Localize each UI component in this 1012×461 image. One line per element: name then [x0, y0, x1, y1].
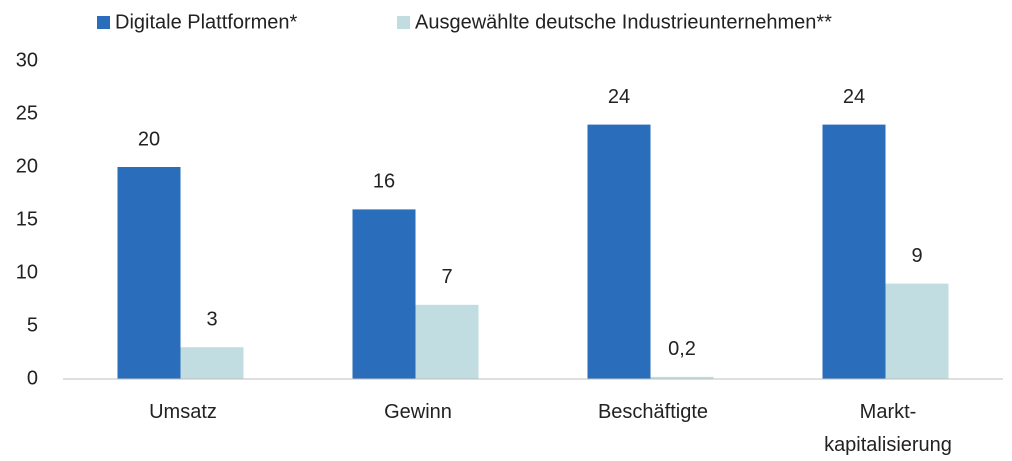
x-tick-label: Beschäftigte: [597, 401, 709, 423]
y-tick-label: 0: [27, 367, 38, 389]
x-tick-label: Markt- kapitalisierung: [824, 401, 952, 456]
legend-swatch: [397, 16, 410, 29]
bar: [415, 304, 479, 379]
x-tick-label: Gewinn: [384, 401, 452, 423]
y-tick-label: 15: [16, 208, 38, 230]
bar: [822, 124, 886, 379]
bar: [117, 167, 181, 379]
data-label: 20: [138, 128, 160, 150]
data-label: 24: [608, 86, 630, 108]
data-label: 3: [206, 308, 217, 330]
y-tick-label: 30: [16, 49, 38, 71]
bar: [352, 209, 416, 379]
data-label: 7: [441, 266, 452, 288]
data-label: 16: [373, 171, 395, 193]
bar: [587, 124, 651, 379]
y-tick-label: 10: [16, 261, 38, 283]
data-label: 0,2: [668, 338, 696, 360]
data-label: 9: [911, 245, 922, 267]
bar: [885, 283, 949, 379]
y-tick-label: 5: [27, 314, 38, 336]
legend-label: Ausgewählte deutsche Industrieunternehme…: [415, 11, 832, 33]
legend-swatch: [97, 16, 110, 29]
legend-label: Digitale Plattformen*: [115, 11, 298, 33]
y-tick-label: 25: [16, 102, 38, 124]
bar: [650, 376, 714, 379]
data-label: 24: [843, 86, 865, 108]
y-tick-label: 20: [16, 155, 38, 177]
x-tick-label: Umsatz: [149, 401, 217, 423]
bar: [180, 347, 244, 379]
